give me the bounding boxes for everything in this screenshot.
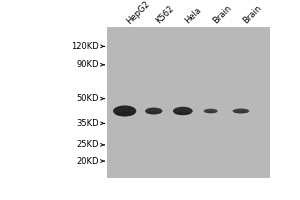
Ellipse shape <box>234 111 248 113</box>
Text: 90KD: 90KD <box>76 60 99 69</box>
Ellipse shape <box>205 111 217 113</box>
Ellipse shape <box>173 107 193 115</box>
Text: 50KD: 50KD <box>76 94 99 103</box>
Text: Brain: Brain <box>211 3 233 26</box>
Text: 25KD: 25KD <box>76 140 99 149</box>
Ellipse shape <box>204 109 218 113</box>
Text: Hela: Hela <box>183 6 203 26</box>
Text: 20KD: 20KD <box>76 157 99 166</box>
Text: HepG2: HepG2 <box>125 0 152 26</box>
Text: K562: K562 <box>154 4 175 26</box>
Ellipse shape <box>146 111 161 114</box>
Bar <box>107 27 270 178</box>
Ellipse shape <box>115 112 135 116</box>
Text: Brain: Brain <box>241 3 263 26</box>
Ellipse shape <box>145 108 163 114</box>
Ellipse shape <box>232 109 249 113</box>
Ellipse shape <box>113 105 136 117</box>
Text: 35KD: 35KD <box>76 119 99 128</box>
Text: 120KD: 120KD <box>71 42 99 51</box>
Ellipse shape <box>174 111 191 115</box>
